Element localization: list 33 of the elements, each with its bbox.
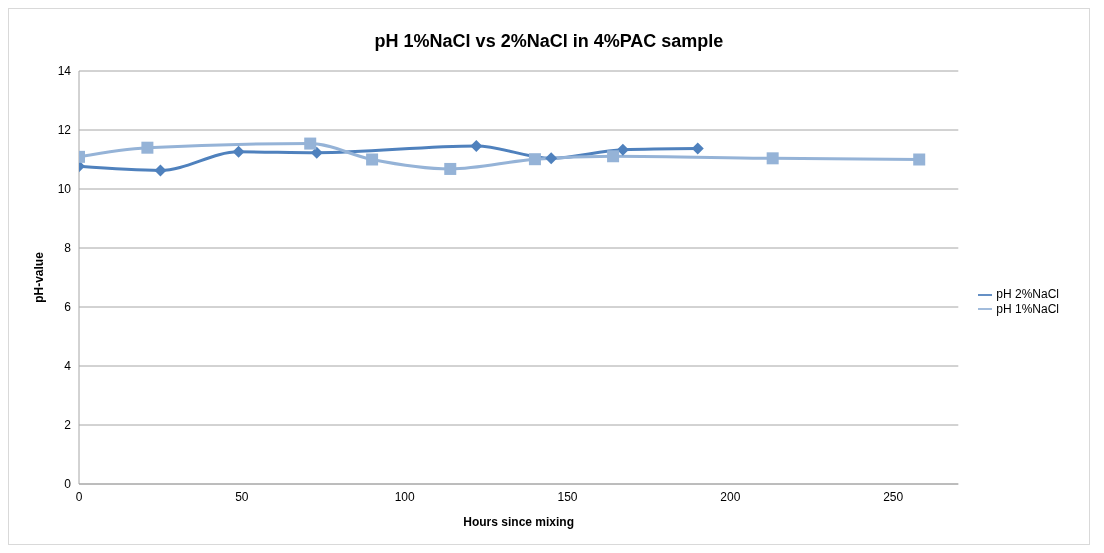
- x-tick-label: 100: [394, 489, 415, 504]
- point: [232, 145, 245, 158]
- point: [470, 139, 483, 152]
- x-tick-label: 50: [235, 489, 249, 504]
- x-tick-label: 250: [883, 489, 904, 504]
- point: [154, 164, 167, 177]
- point: [616, 143, 629, 156]
- point: [766, 152, 779, 165]
- point: [545, 152, 558, 165]
- y-tick-label: 2: [64, 418, 72, 433]
- x-tick-label: 0: [75, 489, 83, 504]
- point: [444, 162, 457, 175]
- point: [304, 137, 317, 150]
- y-tick-label: 8: [64, 241, 72, 256]
- y-tick-label: 4: [64, 359, 72, 374]
- x-tick-label: 150: [557, 489, 578, 504]
- point: [310, 146, 323, 159]
- point: [607, 150, 620, 163]
- point: [141, 141, 154, 154]
- legend-label: pH 2%NaCl: [996, 286, 1059, 301]
- x-axis-title: Hours since mixing: [463, 515, 574, 529]
- x-tick-label: 200: [720, 489, 741, 504]
- y-tick-label: 14: [57, 64, 72, 79]
- chart-title: pH 1%NaCl vs 2%NaCl in 4%PAC sample: [373, 30, 725, 53]
- legend-label: pH 1%NaCl: [996, 301, 1059, 316]
- point: [366, 153, 379, 166]
- point: [913, 153, 926, 166]
- y-tick-label: 12: [57, 123, 72, 138]
- y-tick-label: 6: [64, 300, 72, 315]
- point: [528, 153, 541, 166]
- y-tick-label: 10: [57, 182, 72, 197]
- y-tick-label: 0: [64, 477, 72, 492]
- y-axis-title: pH-value: [32, 251, 47, 303]
